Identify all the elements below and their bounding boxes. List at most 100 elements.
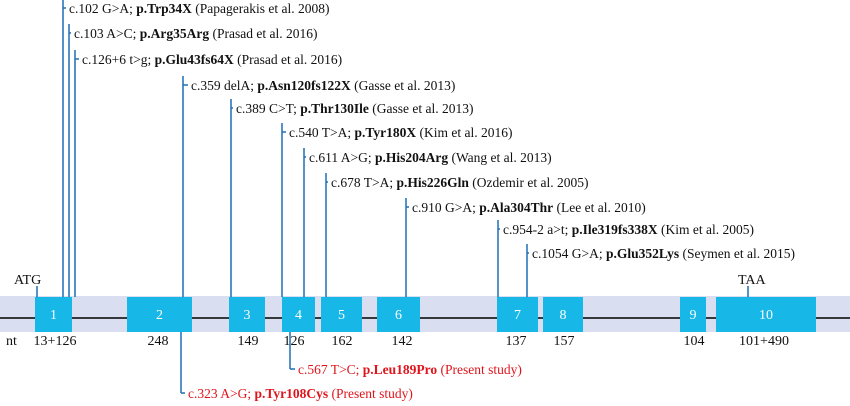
exon-7: 7 137	[497, 297, 538, 349]
variant-present-study-2: c.323 A>G; p.Tyr108Cys (Present study)	[180, 332, 413, 401]
exon-box	[497, 297, 538, 332]
variant-nucleotide: c.103 A>C;	[74, 26, 136, 41]
variant-present-study-1: c.567 T>C; p.Leu189Pro (Present study)	[289, 332, 522, 377]
variant-above-9: c.910 G>A; p.Ala304Thr (Lee et al. 2010)	[405, 198, 646, 297]
variant-label: c.323 A>G; p.Tyr108Cys (Present study)	[188, 386, 413, 401]
exon-number: 6	[395, 308, 402, 323]
variant-above-11: c.1054 G>A; p.Glu352Lys (Seymen et al. 2…	[526, 244, 795, 297]
variant-nucleotide: c.611 A>G;	[309, 150, 372, 165]
exon-box	[35, 297, 72, 332]
variant-nucleotide: c.126+6 t>g;	[82, 52, 151, 67]
exon-8: 8 157	[543, 297, 583, 349]
exon-size: 149	[238, 334, 259, 349]
variant-label: c.359 delA; p.Asn120fs122X (Gasse et al.…	[191, 78, 455, 93]
exon-3: 3 149	[229, 297, 265, 349]
variant-reference: (Gasse et al. 2013)	[369, 101, 474, 116]
exon-number: 5	[338, 308, 345, 323]
variant-nucleotide: c.567 T>C;	[298, 362, 359, 377]
variant-reference: (Wang et al. 2013)	[448, 150, 552, 165]
exon-box	[321, 297, 362, 332]
variant-protein: p.Trp34X	[133, 1, 192, 16]
variant-above-7: c.611 A>G; p.His204Arg (Wang et al. 2013…	[303, 148, 552, 297]
variant-protein: p.Arg35Arg	[136, 26, 209, 41]
variant-nucleotide: c.102 G>A;	[69, 1, 133, 16]
variant-reference: (Prasad et al. 2016)	[209, 26, 317, 41]
variant-reference: (Kim et al. 2016)	[416, 125, 512, 140]
exon-size: 13+126	[34, 334, 77, 349]
exon-size: 162	[332, 334, 353, 349]
variant-label: c.910 G>A; p.Ala304Thr (Lee et al. 2010)	[412, 200, 646, 215]
exon-number: 10	[759, 308, 773, 323]
variant-reference: (Present study)	[437, 362, 522, 377]
exon-box	[680, 297, 706, 332]
variant-above-1: c.102 G>A; p.Trp34X (Papagerakis et al. …	[62, 0, 329, 297]
exon-size: 142	[392, 334, 413, 349]
exon-10: 10 101+490	[716, 297, 816, 349]
variant-nucleotide: c.323 A>G;	[188, 386, 251, 401]
variant-above-2: c.103 A>C; p.Arg35Arg (Prasad et al. 201…	[68, 24, 317, 297]
variant-label: c.389 C>T; p.Thr130Ile (Gasse et al. 201…	[236, 101, 473, 116]
variant-protein: p.Glu352Lys	[603, 246, 680, 261]
exon-number: 4	[295, 308, 302, 323]
variant-reference: (Gasse et al. 2013)	[351, 78, 456, 93]
variant-reference: (Seymen et al. 2015)	[679, 246, 795, 261]
variant-above-4: c.359 delA; p.Asn120fs122X (Gasse et al.…	[182, 76, 455, 297]
variant-nucleotide: c.389 C>T;	[236, 101, 297, 116]
variant-nucleotide: c.359 delA;	[191, 78, 254, 93]
variant-label: c.540 T>A; p.Tyr180X (Kim et al. 2016)	[289, 125, 512, 140]
variant-label: c.126+6 t>g; p.Glu43fs64X (Prasad et al.…	[82, 52, 342, 67]
variant-reference: (Kim et al. 2005)	[658, 222, 754, 237]
exon-1: 1 13+126	[34, 297, 77, 349]
variant-nucleotide: c.1054 G>A;	[532, 246, 603, 261]
variant-reference: (Lee et al. 2010)	[553, 200, 646, 215]
variant-protein: p.Ala304Thr	[476, 200, 553, 215]
exon-size: 104	[684, 334, 705, 349]
variant-protein: p.Glu43fs64X	[151, 52, 234, 67]
variant-protein: p.Thr130Ile	[297, 101, 369, 116]
exon-box	[282, 297, 315, 332]
exon-size: 157	[554, 334, 575, 349]
exon-number: 3	[244, 308, 251, 323]
exon-box	[229, 297, 265, 332]
variant-protein: p.Ile319fs338X	[568, 222, 658, 237]
exon-2: 2 248	[127, 297, 192, 349]
variant-above-5: c.389 C>T; p.Thr130Ile (Gasse et al. 201…	[230, 99, 473, 297]
exon-number: 7	[514, 308, 521, 323]
exon-6: 6 142	[377, 297, 420, 349]
variant-nucleotide: c.910 G>A;	[412, 200, 476, 215]
variant-above-6: c.540 T>A; p.Tyr180X (Kim et al. 2016)	[281, 123, 512, 297]
variant-reference: (Prasad et al. 2016)	[234, 52, 342, 67]
exon-5: 5 162	[321, 297, 362, 349]
exon-number: 1	[50, 308, 57, 323]
variant-layer: c.102 G>A; p.Trp34X (Papagerakis et al. …	[62, 0, 795, 401]
exon-4: 4 126	[282, 297, 315, 349]
start-codon-label: ATG	[14, 273, 41, 288]
exon-number: 8	[560, 308, 567, 323]
variant-protein: p.His204Arg	[372, 150, 449, 165]
exon-number: 9	[690, 308, 697, 323]
variant-label: c.103 A>C; p.Arg35Arg (Prasad et al. 201…	[74, 26, 317, 41]
variant-label: c.678 T>A; p.His226Gln (Ozdemir et al. 2…	[331, 175, 588, 190]
variant-protein: p.Tyr180X	[351, 125, 416, 140]
variant-protein: p.His226Gln	[393, 175, 469, 190]
exon-size: 101+490	[739, 334, 789, 349]
exon-box	[377, 297, 420, 332]
variant-label: c.567 T>C; p.Leu189Pro (Present study)	[298, 362, 522, 377]
exon-number: 2	[156, 308, 163, 323]
variant-label: c.102 G>A; p.Trp34X (Papagerakis et al. …	[69, 1, 329, 16]
exon-box	[127, 297, 192, 332]
exon-size: 137	[506, 334, 527, 349]
variant-above-3: c.126+6 t>g; p.Glu43fs64X (Prasad et al.…	[74, 50, 342, 297]
variant-reference: (Ozdemir et al. 2005)	[469, 175, 589, 190]
variant-reference: (Papagerakis et al. 2008)	[192, 1, 330, 16]
variant-nucleotide: c.954-2 a>t;	[503, 222, 568, 237]
stop-codon-label: TAA	[738, 273, 767, 288]
variant-protein: p.Leu189Pro	[359, 362, 437, 377]
variant-above-10: c.954-2 a>t; p.Ile319fs338X (Kim et al. …	[497, 220, 754, 297]
exon-9: 9 104	[680, 297, 706, 349]
variant-label: c.954-2 a>t; p.Ile319fs338X (Kim et al. …	[503, 222, 754, 237]
variant-reference: (Present study)	[328, 386, 413, 401]
variant-label: c.611 A>G; p.His204Arg (Wang et al. 2013…	[309, 150, 552, 165]
variant-protein: p.Tyr108Cys	[251, 386, 328, 401]
